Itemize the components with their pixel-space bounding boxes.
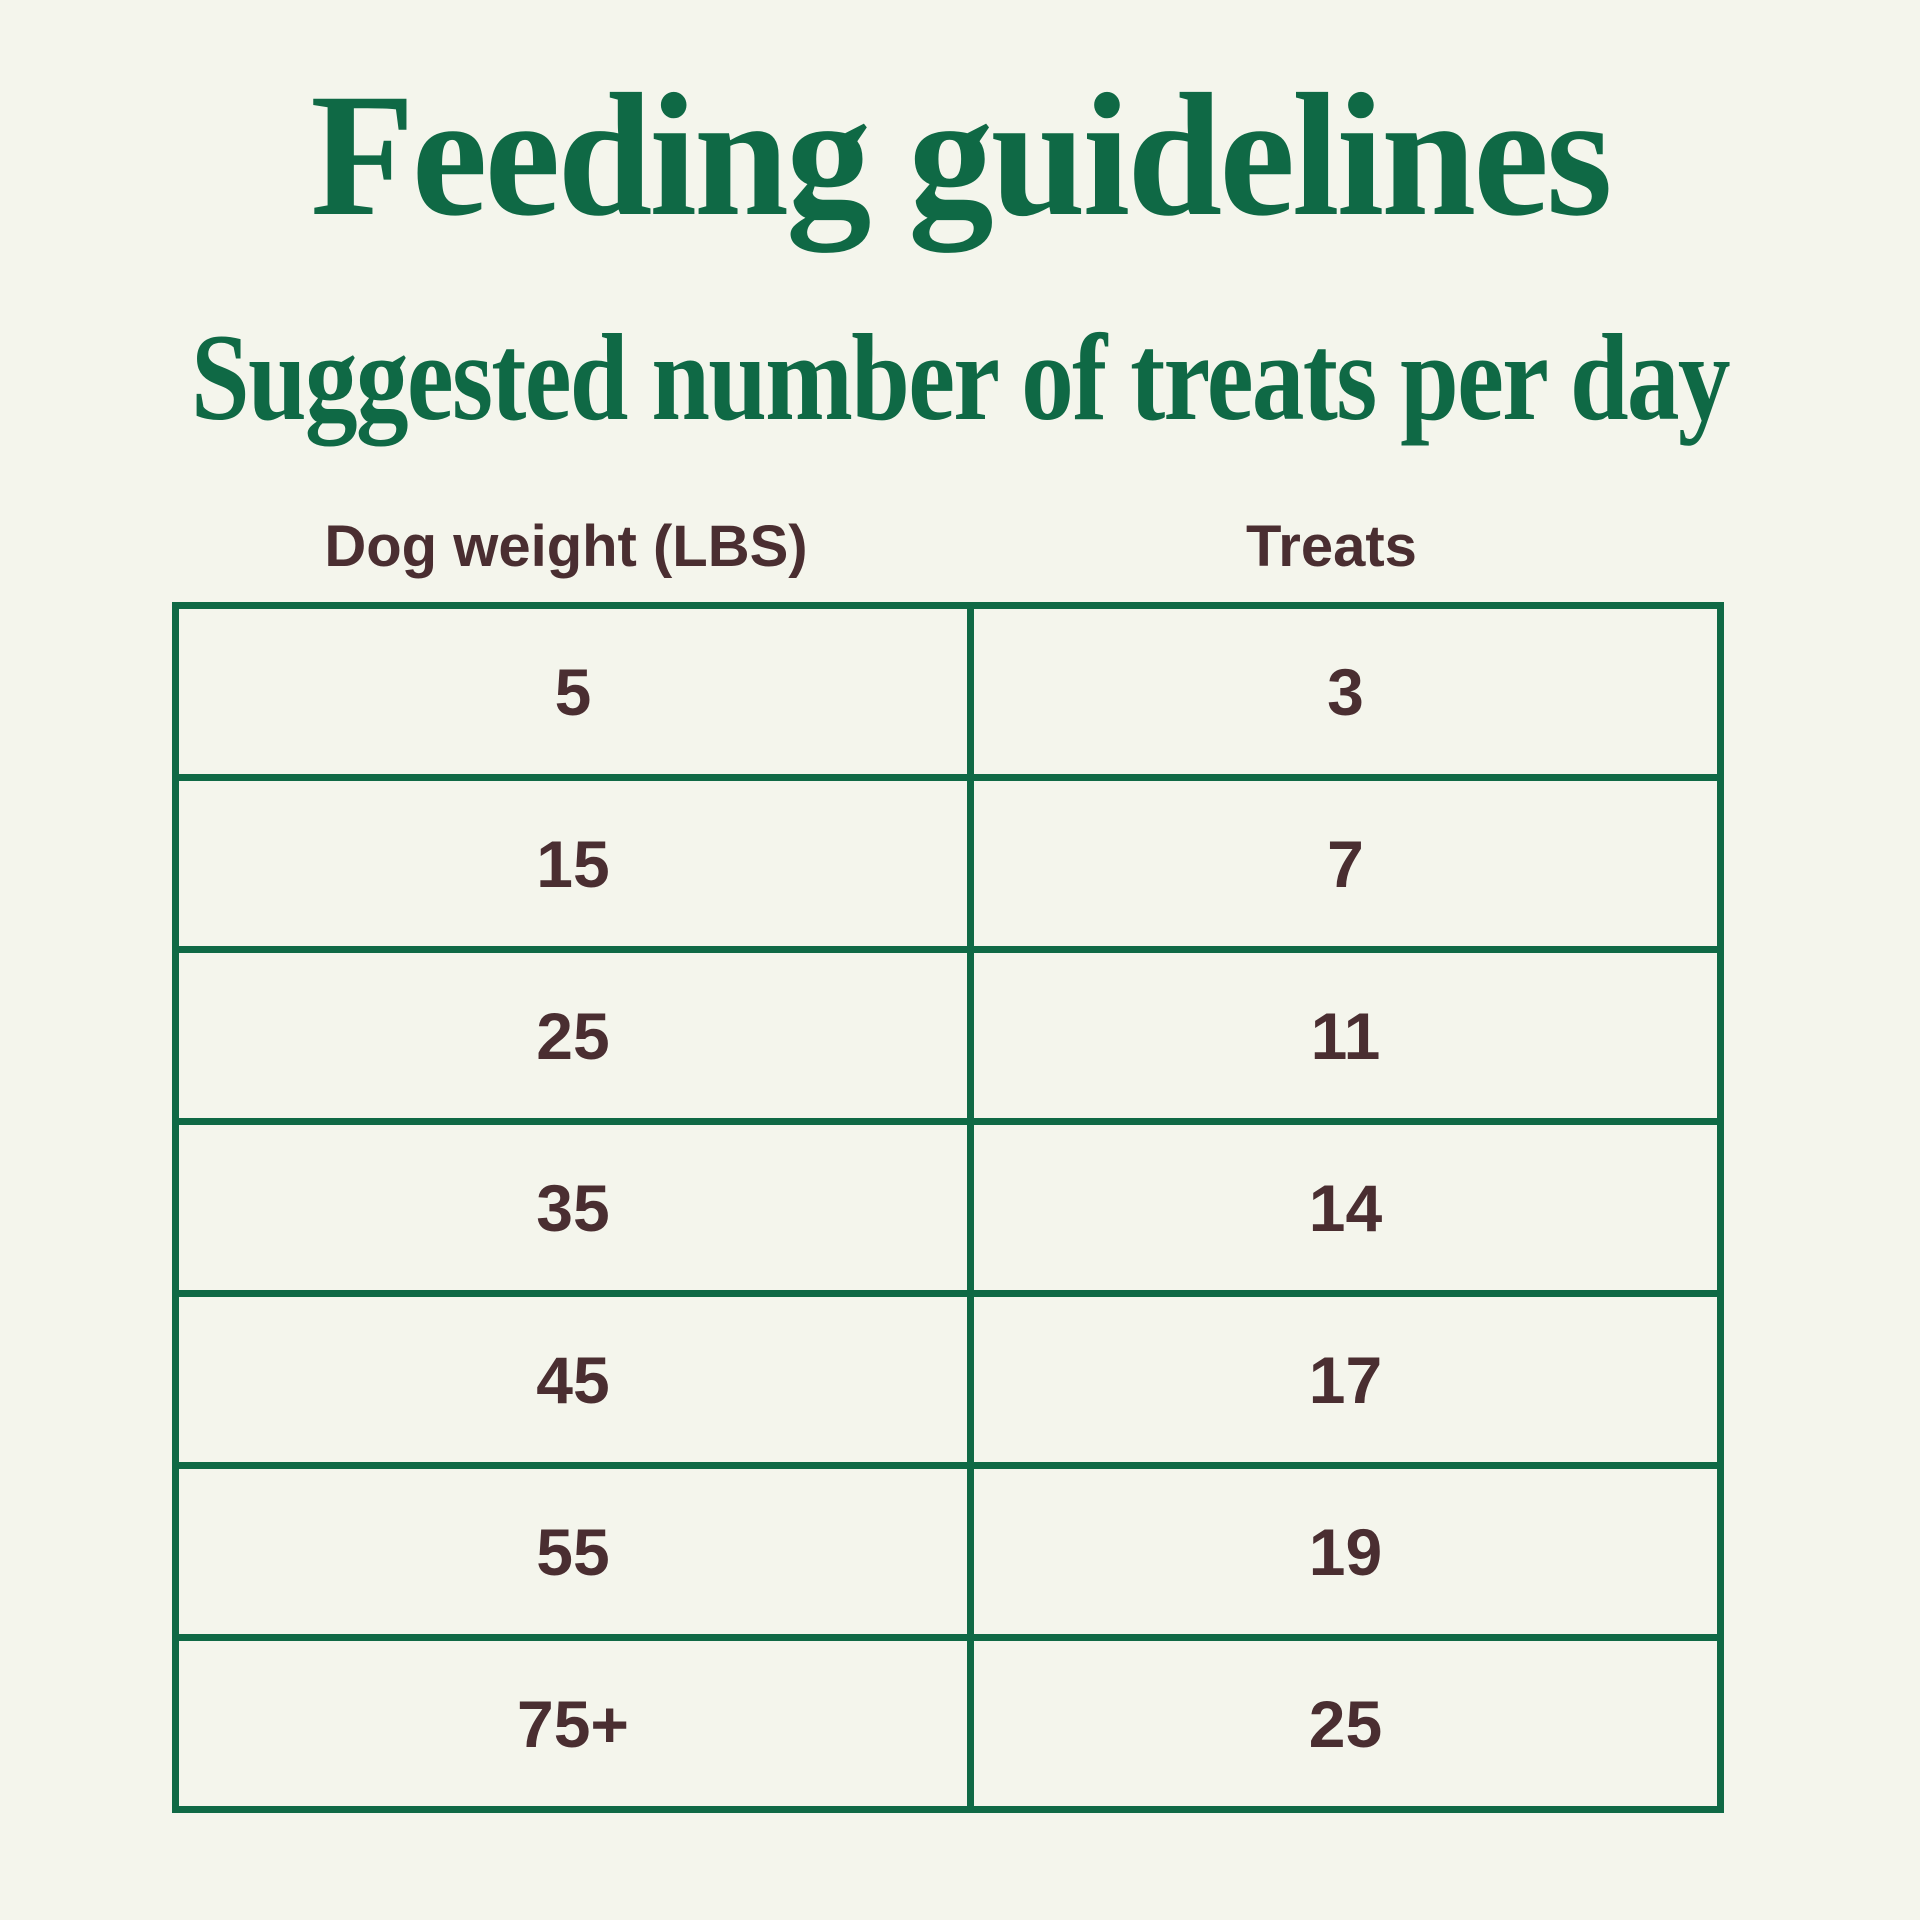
treats-cell: 7 xyxy=(967,774,1724,953)
treats-cell: 17 xyxy=(967,1290,1724,1469)
treats-cell: 25 xyxy=(967,1634,1724,1813)
dog-weight-cell: 45 xyxy=(172,1290,974,1469)
dog-weight-cell: 55 xyxy=(172,1462,974,1641)
feeding-table: 5 3 15 7 25 11 35 14 45 17 55 19 xyxy=(172,602,1724,1813)
column-header-dog-weight: Dog weight (LBS) xyxy=(324,514,808,579)
feeding-table-body: 5 3 15 7 25 11 35 14 45 17 55 19 xyxy=(172,602,1724,1813)
table-row: 75+ 25 xyxy=(172,1634,1724,1813)
page-subtitle: Suggested number of treats per day xyxy=(191,309,1731,446)
table-row: 5 3 xyxy=(172,602,1724,781)
dog-weight-cell: 25 xyxy=(172,946,974,1125)
dog-weight-cell: 75+ xyxy=(172,1634,974,1813)
column-header-treats: Treats xyxy=(1246,514,1417,579)
treats-cell: 11 xyxy=(967,946,1724,1125)
treats-cell: 3 xyxy=(967,602,1724,781)
treats-cell: 19 xyxy=(967,1462,1724,1641)
table-row: 55 19 xyxy=(172,1462,1724,1641)
table-row: 35 14 xyxy=(172,1118,1724,1297)
table-row: 25 11 xyxy=(172,946,1724,1125)
dog-weight-cell: 35 xyxy=(172,1118,974,1297)
dog-weight-cell: 15 xyxy=(172,774,974,953)
table-row: 15 7 xyxy=(172,774,1724,953)
page-title: Feeding guidelines xyxy=(310,58,1612,253)
table-row: 45 17 xyxy=(172,1290,1724,1469)
treats-cell: 14 xyxy=(967,1118,1724,1297)
dog-weight-cell: 5 xyxy=(172,602,974,781)
